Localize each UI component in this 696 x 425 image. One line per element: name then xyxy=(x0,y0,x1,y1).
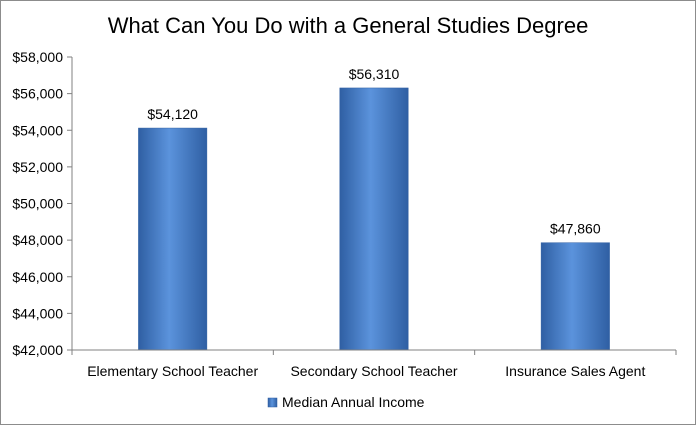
y-tick-label: $56,000 xyxy=(12,86,63,102)
y-tick-label: $48,000 xyxy=(12,232,63,248)
x-axis: Elementary School Teacher Secondary Schoo… xyxy=(71,349,677,379)
y-tick-label: $46,000 xyxy=(12,269,63,285)
bar xyxy=(138,127,208,351)
legend-swatch xyxy=(267,397,278,408)
bar xyxy=(540,242,610,351)
legend-label: Median Annual Income xyxy=(282,394,425,410)
legend: Median Annual Income xyxy=(267,394,425,410)
bar-value-label: $54,120 xyxy=(147,106,198,122)
bar xyxy=(339,87,409,351)
x-category-label: Elementary School Teacher xyxy=(87,363,258,379)
y-tick-label: $58,000 xyxy=(12,49,63,65)
y-tick-label: $52,000 xyxy=(12,159,63,175)
y-tick-label: $44,000 xyxy=(12,305,63,321)
chart-title: What Can You Do with a General Studies D… xyxy=(108,13,589,38)
x-category-label: Secondary School Teacher xyxy=(290,363,457,379)
bar-value-label: $47,860 xyxy=(550,221,601,237)
bars: $54,120 $56,310 $47,860 xyxy=(138,66,610,351)
x-category-label: Insurance Sales Agent xyxy=(505,363,645,379)
y-axis: $42,000 $44,000 $46,000 $48,000 $50,000 $52,0… xyxy=(12,49,73,358)
y-tick-label: $50,000 xyxy=(12,196,63,212)
bar-value-label: $56,310 xyxy=(349,66,400,82)
y-tick-label: $54,000 xyxy=(12,122,63,138)
y-tick-label: $42,000 xyxy=(12,342,63,358)
